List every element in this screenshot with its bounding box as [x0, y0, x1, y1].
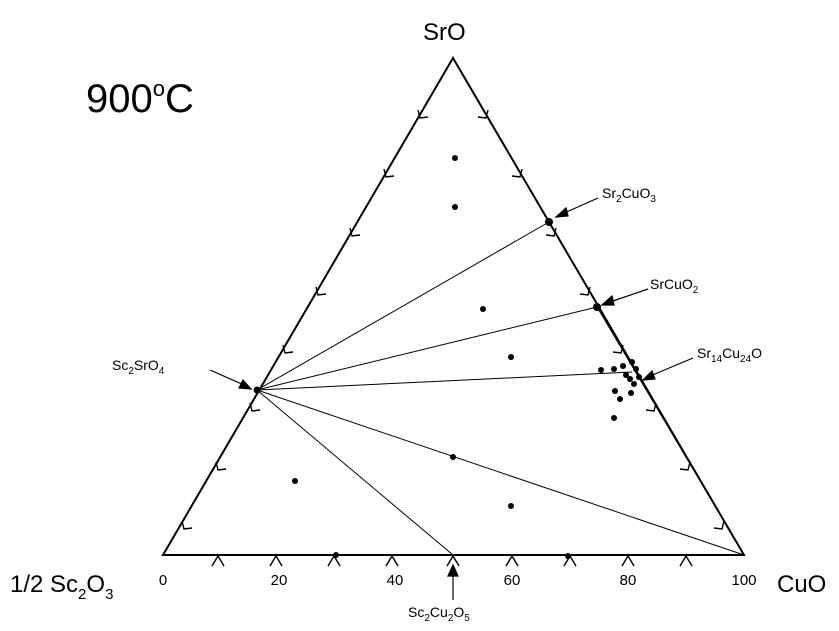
arrow-head: [554, 206, 569, 218]
data-point: [452, 204, 458, 210]
tie-line: [256, 306, 598, 391]
tick-mark: [579, 286, 591, 296]
data-point: [450, 454, 456, 460]
tick-mark: [181, 520, 193, 530]
arrow-head: [447, 563, 459, 577]
tick-mark: [511, 168, 523, 178]
data-point: [612, 388, 618, 394]
data-point: [617, 396, 623, 402]
phase-label-sr14cu24o: Sr14Cu24O: [697, 345, 762, 365]
data-point: [629, 359, 635, 365]
tick-mark: [679, 554, 693, 567]
tick-mark: [215, 461, 227, 471]
data-point: [628, 390, 634, 396]
vertex-label-left: 1/2 Sc2O3: [10, 571, 113, 603]
data-point: [636, 374, 642, 380]
data-point: [631, 381, 637, 387]
data-point: [593, 303, 601, 311]
tick-mark: [545, 227, 557, 237]
data-point: [333, 552, 339, 558]
data-point: [292, 478, 298, 484]
arrow-line: [561, 197, 599, 215]
tie-lines: [256, 221, 745, 556]
data-point: [253, 386, 261, 394]
tick-mark: [612, 344, 624, 354]
arrow-line: [609, 288, 649, 303]
arrow-head: [641, 369, 656, 381]
tick-mark: [505, 554, 519, 567]
tick-mark: [446, 554, 460, 567]
bottom-ticks: [211, 554, 693, 567]
right-side-ticks: [477, 109, 725, 530]
data-point: [508, 354, 514, 360]
data-point: [623, 372, 629, 378]
tick-label: 40: [387, 572, 404, 589]
arrow-head: [600, 294, 615, 306]
data-point: [452, 155, 458, 161]
tick-mark: [383, 168, 395, 178]
tick-mark: [282, 344, 294, 354]
tie-line: [256, 371, 633, 391]
tick-label: 60: [504, 572, 521, 589]
tick-label: 80: [620, 572, 637, 589]
tick-mark: [327, 554, 341, 567]
phase-label-sr2cuo3: Sr2CuO3: [602, 185, 656, 205]
tick-mark: [349, 227, 361, 237]
tick-label: 100: [731, 572, 756, 589]
tick-mark: [621, 554, 635, 567]
tie-line: [256, 389, 745, 556]
tick-mark: [249, 402, 261, 412]
phase-label-sc2cu2o5: Sc2Cu2O5: [408, 604, 470, 624]
vertex-label-top: SrO: [423, 19, 466, 46]
sample-points: [253, 155, 642, 559]
data-point: [508, 503, 514, 509]
tick-mark: [679, 461, 691, 471]
data-point: [565, 553, 571, 559]
tie-line: [256, 389, 454, 556]
data-point: [545, 218, 553, 226]
data-point: [611, 415, 617, 421]
arrow-line: [209, 369, 245, 386]
tick-mark: [645, 402, 657, 412]
tie-line: [256, 221, 550, 391]
triangle-frame: [161, 56, 746, 556]
arrow-line: [649, 357, 694, 377]
tick-mark: [713, 520, 725, 530]
data-point: [627, 376, 633, 382]
data-point: [598, 367, 604, 373]
tick-mark: [385, 554, 399, 567]
tick-mark: [211, 554, 225, 567]
data-point: [633, 366, 639, 372]
left-side-ticks: [181, 109, 429, 530]
tick-mark: [269, 554, 283, 567]
tick-label: 0: [159, 572, 167, 589]
data-point: [620, 363, 626, 369]
vertex-label-right: CuO: [777, 571, 826, 598]
phase-label-srcuo2: SrCuO2: [650, 276, 699, 296]
tick-label: 20: [271, 572, 288, 589]
data-point: [480, 306, 486, 312]
tick-mark: [417, 109, 429, 119]
temperature-title: 900oC: [86, 76, 194, 121]
data-point: [611, 366, 617, 372]
arrow-head: [238, 378, 253, 390]
bottom-axis-labels: 0 20 40 60 80 100: [159, 572, 757, 589]
tick-mark: [477, 109, 489, 119]
tick-mark: [315, 286, 327, 296]
label-arrows: [209, 197, 694, 600]
phase-label-sc2sro4: Sc2SrO4: [112, 357, 165, 377]
